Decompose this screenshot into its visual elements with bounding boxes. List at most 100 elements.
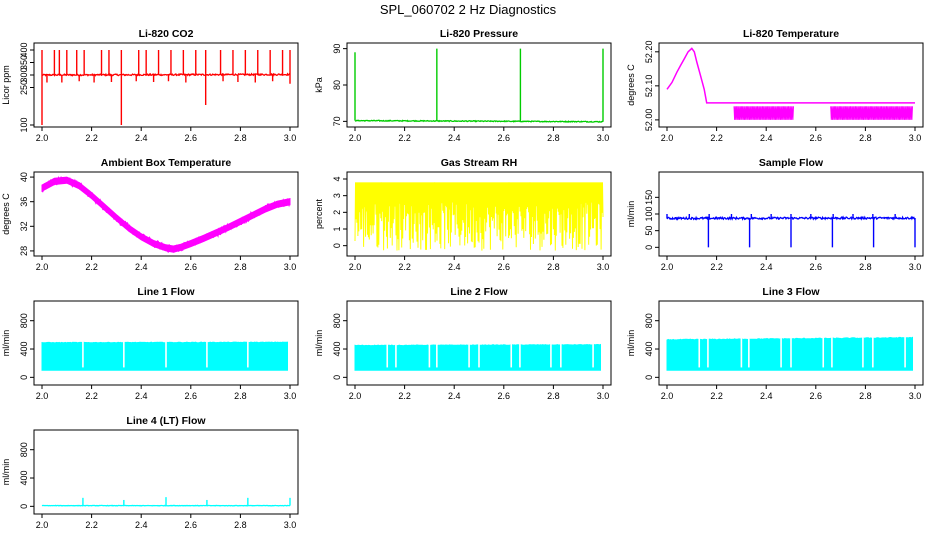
- x-tick-label: 2.4: [760, 262, 773, 272]
- x-tick-label: 2.4: [448, 133, 461, 143]
- y-tick-label: 28: [19, 246, 29, 256]
- x-tick-label: 2.8: [547, 262, 560, 272]
- data-series: [666, 214, 916, 248]
- data-series: [41, 50, 291, 125]
- y-axis-label: ml/min: [1, 330, 11, 357]
- chart-line3-flow: Line 3 Flow ml/min 2.0 2.2 2.4 2.6 2.8 3.0 0 400 8…: [626, 286, 924, 401]
- plot-frame: [346, 300, 612, 386]
- data-series: [354, 182, 604, 251]
- plot-frame: [33, 42, 299, 128]
- y-tick-label: 400: [19, 42, 29, 57]
- x-tick-label: 3.0: [909, 391, 922, 401]
- x-tick-label: 2.2: [710, 391, 723, 401]
- y-tick-label: 52.00: [644, 109, 654, 132]
- chart-title: Line 1 Flow: [137, 286, 195, 298]
- chart-sample-flow: Sample Flow ml/min 2.0 2.2 2.4 2.6 2.8 3.0 0 50 10…: [626, 157, 924, 272]
- x-tick-label: 2.6: [810, 262, 823, 272]
- x-tick-label: 3.0: [909, 133, 922, 143]
- x-tick-label: 2.4: [760, 133, 773, 143]
- x-tick-label: 2.2: [398, 133, 411, 143]
- x-tick-label: 2.2: [85, 391, 98, 401]
- x-tick-label: 2.4: [135, 520, 148, 530]
- y-tick-label: 70: [332, 116, 342, 126]
- y-tick-label: 250: [19, 80, 29, 95]
- x-tick-label: 3.0: [597, 391, 610, 401]
- y-tick-label: 52.10: [644, 75, 654, 98]
- chart-line2-flow: Line 2 Flow ml/min 2.0 2.2 2.4 2.6 2.8 3.0 0 400 8…: [314, 286, 612, 401]
- flow-block: [666, 336, 913, 371]
- x-tick-label: 2.6: [185, 520, 198, 530]
- x-tick-label: 2.8: [859, 391, 872, 401]
- x-tick-label: 2.4: [448, 262, 461, 272]
- data-series: [41, 340, 288, 371]
- flow-block: [41, 341, 288, 371]
- data-series: [666, 335, 913, 371]
- y-tick-label: 1: [332, 226, 342, 231]
- y-tick-label: 100: [644, 206, 654, 221]
- data-series: [354, 342, 601, 371]
- chart-title: Li-820 CO2: [139, 28, 194, 40]
- y-tick-label: 50: [644, 226, 654, 236]
- baseline-line: [41, 72, 291, 77]
- x-tick-label: 2.6: [185, 133, 198, 143]
- chart-pressure: Li-820 Pressure kPa 2.0 2.2 2.4 2.6 2.8 3.0 70 80…: [314, 28, 612, 143]
- data-series: [354, 48, 604, 123]
- x-tick-label: 2.6: [185, 262, 198, 272]
- x-tick-label: 2.8: [234, 520, 247, 530]
- x-tick-label: 2.0: [661, 391, 674, 401]
- chart-title: Line 3 Flow: [762, 286, 820, 298]
- y-tick-label: 80: [332, 80, 342, 90]
- y-axis-label: degrees C: [1, 193, 11, 235]
- plot-frame: [33, 300, 299, 386]
- chart-title: Line 4 (LT) Flow: [126, 415, 206, 427]
- y-tick-label: 800: [332, 313, 342, 328]
- x-tick-label: 2.0: [349, 133, 362, 143]
- data-series: [41, 175, 291, 254]
- x-tick-label: 3.0: [597, 262, 610, 272]
- y-tick-label: 300: [19, 67, 29, 82]
- y-axis-label: degrees C: [626, 64, 636, 106]
- y-axis-label: Licor ppm: [1, 65, 11, 105]
- y-tick-label: 2: [332, 210, 342, 215]
- chart-gas-rh: Gas Stream RH percent 2.0 2.2 2.4 2.6 2.8 3.0 0 1…: [314, 157, 612, 272]
- y-tick-label: 52.20: [644, 41, 654, 64]
- x-tick-label: 3.0: [909, 262, 922, 272]
- x-tick-label: 2.6: [498, 262, 511, 272]
- rh-noise: [354, 182, 604, 251]
- y-tick-label: 4: [332, 176, 342, 181]
- page-title: SPL_060702 2 Hz Diagnostics: [379, 2, 557, 17]
- x-tick-label: 2.2: [398, 391, 411, 401]
- x-tick-label: 2.2: [398, 262, 411, 272]
- plot-frame: [658, 42, 924, 128]
- x-tick-label: 3.0: [284, 133, 297, 143]
- y-axis-label: percent: [314, 198, 324, 229]
- x-tick-label: 2.8: [234, 133, 247, 143]
- x-tick-label: 2.4: [135, 391, 148, 401]
- temperature-band: [41, 176, 291, 253]
- y-tick-label: 0: [644, 245, 654, 250]
- y-tick-label: 0: [19, 375, 29, 380]
- oscillation-band: [830, 106, 913, 120]
- y-tick-label: 150: [644, 190, 654, 205]
- x-tick-label: 2.6: [498, 391, 511, 401]
- x-tick-label: 2.8: [234, 391, 247, 401]
- y-tick-label: 90: [332, 44, 342, 54]
- y-tick-label: 0: [332, 375, 342, 380]
- x-tick-label: 2.0: [36, 520, 49, 530]
- oscillation-band: [733, 106, 794, 120]
- x-tick-label: 2.0: [36, 391, 49, 401]
- plot-frame: [33, 429, 299, 515]
- flow-block: [354, 343, 601, 371]
- x-tick-label: 2.2: [710, 133, 723, 143]
- y-tick-label: 400: [332, 342, 342, 357]
- y-tick-label: 3: [332, 193, 342, 198]
- y-tick-label: 800: [19, 442, 29, 457]
- y-tick-label: 36: [19, 197, 29, 207]
- x-tick-label: 3.0: [284, 520, 297, 530]
- y-axis-label: kPa: [314, 77, 324, 93]
- chart-title: Sample Flow: [759, 157, 824, 169]
- x-tick-label: 2.8: [859, 133, 872, 143]
- chart-line1-flow: Line 1 Flow ml/min 2.0 2.2 2.4 2.6 2.8 3.0 0 400 8…: [1, 286, 299, 401]
- chart-title: Li-820 Pressure: [440, 28, 518, 40]
